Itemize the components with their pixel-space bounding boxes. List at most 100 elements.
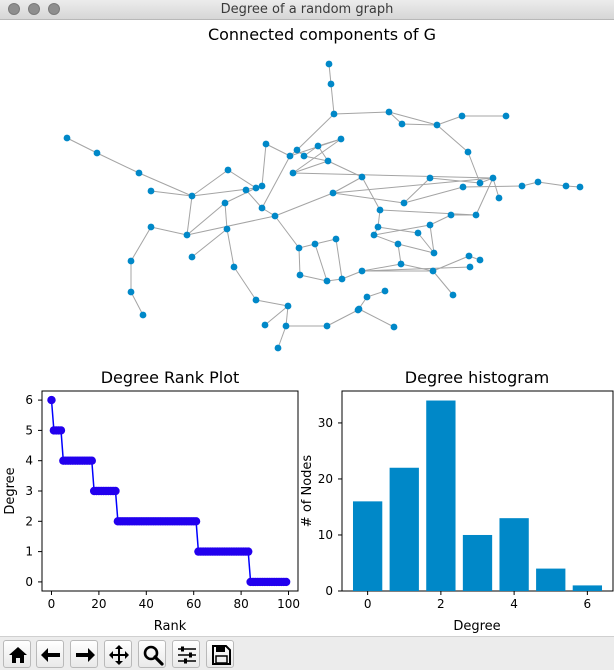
hist-ytick-label: 30 (318, 416, 333, 430)
graph-node (293, 146, 301, 154)
hist-ytick-label: 20 (318, 472, 333, 486)
graph-node (323, 277, 331, 285)
graph-edge (373, 234, 399, 245)
graph-node (466, 263, 474, 271)
rank-plot-title: Degree Rank Plot (101, 368, 240, 387)
graph-node (464, 148, 472, 156)
save-icon (212, 645, 231, 665)
graph-edge (373, 224, 431, 236)
graph-edge (332, 176, 363, 194)
graph-node (147, 187, 155, 195)
graph-node (327, 80, 335, 88)
graph-node (63, 134, 71, 142)
graph-node (261, 321, 269, 329)
graph-node (300, 152, 308, 160)
graph-node (376, 206, 384, 214)
graph-edge (298, 247, 301, 276)
back-button[interactable] (36, 640, 64, 668)
hist-ytick-label: 10 (318, 528, 333, 542)
graph-edge (332, 192, 405, 204)
rank-ytick-label: 0 (25, 575, 33, 589)
graph-node (518, 182, 526, 190)
graph-node (414, 229, 422, 237)
save-button[interactable] (206, 640, 234, 668)
graph-edge (255, 299, 289, 307)
histogram-title: Degree histogram (405, 368, 549, 387)
graph-node (296, 271, 304, 279)
rank-plot-frame (41, 390, 299, 592)
graph-node (289, 169, 297, 177)
graph-node (465, 252, 473, 260)
graph-node (370, 231, 378, 239)
graph-edge (401, 123, 438, 126)
graph-edge (377, 226, 419, 234)
graph-node (274, 344, 282, 352)
graph-node (183, 231, 191, 239)
configure-subplots-button[interactable] (172, 640, 200, 668)
home-icon (9, 647, 27, 663)
rank-ytick-label: 2 (25, 514, 33, 528)
rank-point (47, 395, 56, 405)
graph-node (472, 211, 480, 219)
histogram-ticks: 0 2 4 6 0 10 20 30 (318, 416, 591, 611)
rank-xtick-label: 0 (48, 597, 56, 611)
graph-edge (361, 263, 402, 272)
graph-edge (277, 325, 287, 349)
forward-button[interactable] (70, 640, 98, 668)
graph-edge (224, 187, 257, 204)
rank-point (191, 517, 201, 526)
rank-plot-xlabel: Rank (154, 619, 187, 634)
close-window-button[interactable] (8, 3, 20, 15)
graph-node (139, 311, 147, 319)
title-bar: Degree of a random graph (0, 0, 614, 20)
graph-node (258, 182, 266, 190)
graph-edge (314, 243, 328, 282)
graph-node (426, 221, 434, 229)
zoom-button[interactable] (138, 640, 166, 668)
zoom-window-button[interactable] (48, 3, 60, 15)
graph-edge (475, 177, 494, 216)
graph-node (295, 244, 303, 252)
graph-node (338, 275, 346, 283)
graph-node (127, 288, 135, 296)
home-button[interactable] (3, 640, 31, 668)
graph-edge (462, 185, 523, 188)
graph-edge (467, 151, 481, 184)
graph-node (385, 108, 393, 116)
graph-edge (191, 228, 228, 258)
graph-edge (361, 266, 471, 272)
minimize-window-button[interactable] (28, 3, 40, 15)
figure-canvas[interactable]: Connected components of G Degree Rank Pl… (0, 20, 614, 636)
graph-node (337, 135, 345, 143)
rank-xtick-label: 80 (233, 597, 248, 611)
hist-xtick-label: 2 (437, 597, 445, 611)
rank-point (281, 577, 291, 587)
histogram-bars (352, 400, 603, 591)
rank-ytick-label: 6 (25, 393, 33, 407)
graph-node (221, 199, 229, 207)
graph-edge (429, 214, 452, 226)
graph-edge (332, 177, 494, 194)
graph-node (93, 149, 101, 157)
graph-node (397, 260, 405, 268)
histogram-xlabel: Degree (453, 619, 500, 634)
hist-xtick-label: 6 (584, 597, 592, 611)
graph-node (534, 178, 542, 186)
graph-edge (191, 169, 229, 197)
pan-button[interactable] (104, 640, 132, 668)
graph-edge (292, 138, 342, 174)
rank-ytick-label: 4 (25, 454, 33, 468)
graph-node (459, 183, 467, 191)
graph-node (576, 183, 584, 191)
rank-point (244, 547, 253, 556)
zoom-icon (143, 645, 164, 666)
graph-edge (296, 113, 335, 151)
graph-edge (186, 215, 276, 236)
histogram-bar (389, 467, 419, 591)
graph-node (188, 253, 196, 261)
histogram-bar (462, 534, 493, 591)
graph-node (447, 211, 455, 219)
pan-icon (109, 645, 129, 665)
graph-node (325, 60, 333, 68)
graph-edge (261, 155, 291, 209)
